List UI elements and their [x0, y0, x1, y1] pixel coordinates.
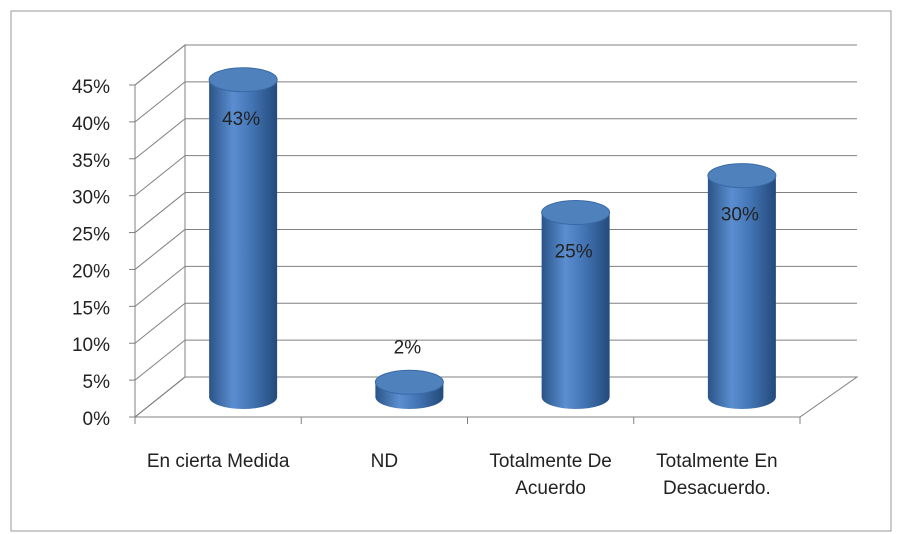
x-tick-label: ND [370, 451, 399, 472]
data-label: 30% [721, 205, 759, 226]
y-tick-label: 15% [72, 298, 110, 319]
data-label: 25% [555, 242, 593, 263]
cylinder-top [208, 67, 278, 93]
grid-line [134, 155, 186, 197]
grid-line [134, 229, 186, 270]
y-tick-label: 5% [83, 372, 111, 393]
y-tick-label: 10% [72, 335, 110, 356]
y-tick-label: 45% [72, 77, 110, 98]
y-tick-label: 20% [72, 261, 110, 282]
cylinder-body [541, 212, 610, 410]
back-wall [134, 43, 186, 419]
grid-line [134, 265, 186, 307]
chart-border [10, 10, 892, 532]
grid-line [134, 339, 186, 381]
grid-line [134, 376, 186, 418]
grid-line [134, 81, 186, 123]
x-tick-label: Totalmente De Acuerdo [489, 451, 612, 499]
data-label: 43% [222, 109, 260, 130]
x-tick-label: En cierta Medida [146, 451, 290, 472]
cylinder-top [541, 200, 611, 226]
grid-line [134, 302, 186, 344]
cylinder-body [707, 175, 776, 410]
grid-line [134, 44, 186, 86]
data-label: 2% [394, 337, 422, 358]
cylinder-top [374, 369, 444, 395]
y-tick-label: 40% [72, 114, 110, 135]
y-tick-label: 25% [72, 225, 110, 246]
y-tick-label: 0% [83, 409, 111, 430]
y-tick-label: 30% [72, 188, 110, 209]
cylinder-body [209, 79, 278, 409]
y-tick-label: 35% [72, 151, 110, 172]
cylinder-top [707, 163, 777, 189]
grid-line [134, 118, 186, 160]
x-tick-label: Totalmente En Desacuerdo. [656, 451, 778, 499]
grid-line [134, 192, 186, 233]
